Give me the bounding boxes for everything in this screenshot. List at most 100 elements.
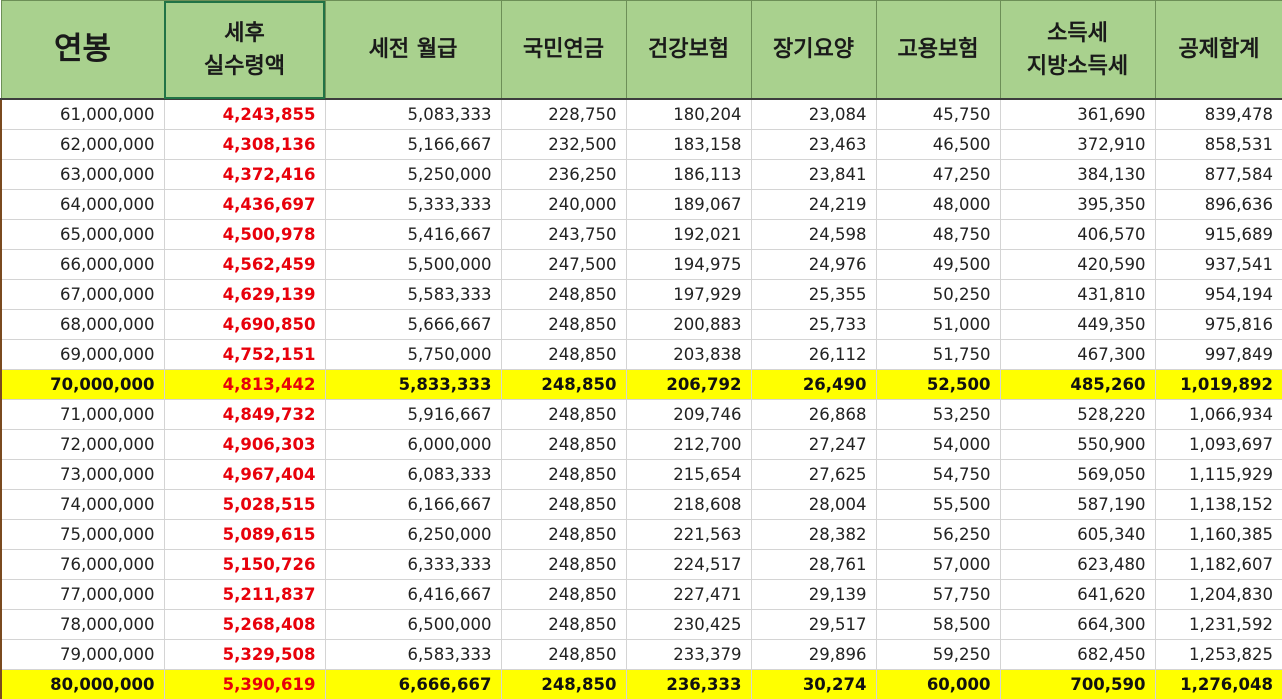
national-pension-cell[interactable]: 248,850 — [500, 519, 627, 550]
long-term-care-cell[interactable]: 28,382 — [750, 519, 877, 550]
total-deductions-cell[interactable]: 975,816 — [1154, 309, 1282, 340]
annual-salary-cell[interactable]: 73,000,000 — [0, 459, 165, 490]
income-tax-cell[interactable]: 395,350 — [999, 189, 1156, 220]
health-insurance-cell[interactable]: 206,792 — [625, 369, 752, 400]
national-pension-cell[interactable]: 248,850 — [500, 429, 627, 460]
total-deductions-cell[interactable]: 858,531 — [1154, 129, 1282, 160]
total-deductions-cell[interactable]: 1,138,152 — [1154, 489, 1282, 520]
monthly-gross-cell[interactable]: 5,833,333 — [324, 369, 502, 400]
employment-insurance-cell[interactable]: 60,000 — [875, 669, 1001, 699]
national-pension-cell[interactable]: 248,850 — [500, 459, 627, 490]
net-take-home-cell[interactable]: 5,268,408 — [163, 609, 326, 640]
national-pension-cell[interactable]: 240,000 — [500, 189, 627, 220]
national-pension-cell[interactable]: 247,500 — [500, 249, 627, 280]
total-deductions-cell[interactable]: 1,093,697 — [1154, 429, 1282, 460]
health-insurance-cell[interactable]: 227,471 — [625, 579, 752, 610]
national-pension-cell[interactable]: 248,850 — [500, 489, 627, 520]
national-pension-cell[interactable]: 236,250 — [500, 159, 627, 190]
monthly-gross-cell[interactable]: 5,333,333 — [324, 189, 502, 220]
annual-salary-cell[interactable]: 71,000,000 — [0, 399, 165, 430]
health-insurance-cell[interactable]: 200,883 — [625, 309, 752, 340]
national-pension-cell[interactable]: 248,850 — [500, 639, 627, 670]
total-deductions-cell[interactable]: 1,204,830 — [1154, 579, 1282, 610]
income-tax-cell[interactable]: 605,340 — [999, 519, 1156, 550]
health-insurance-cell[interactable]: 189,067 — [625, 189, 752, 220]
header-net-take-home[interactable]: 세후 실수령액 — [163, 0, 326, 100]
long-term-care-cell[interactable]: 27,247 — [750, 429, 877, 460]
employment-insurance-cell[interactable]: 51,000 — [875, 309, 1001, 340]
long-term-care-cell[interactable]: 27,625 — [750, 459, 877, 490]
long-term-care-cell[interactable]: 23,463 — [750, 129, 877, 160]
long-term-care-cell[interactable]: 26,112 — [750, 339, 877, 370]
monthly-gross-cell[interactable]: 6,333,333 — [324, 549, 502, 580]
header-long-term-care[interactable]: 장기요양 — [750, 0, 877, 100]
annual-salary-cell[interactable]: 76,000,000 — [0, 549, 165, 580]
health-insurance-cell[interactable]: 221,563 — [625, 519, 752, 550]
header-national-pension[interactable]: 국민연금 — [500, 0, 627, 100]
net-take-home-cell[interactable]: 4,967,404 — [163, 459, 326, 490]
employment-insurance-cell[interactable]: 57,750 — [875, 579, 1001, 610]
monthly-gross-cell[interactable]: 6,666,667 — [324, 669, 502, 699]
long-term-care-cell[interactable]: 28,761 — [750, 549, 877, 580]
long-term-care-cell[interactable]: 25,355 — [750, 279, 877, 310]
net-take-home-cell[interactable]: 5,329,508 — [163, 639, 326, 670]
long-term-care-cell[interactable]: 23,084 — [750, 98, 877, 130]
employment-insurance-cell[interactable]: 58,500 — [875, 609, 1001, 640]
income-tax-cell[interactable]: 587,190 — [999, 489, 1156, 520]
net-take-home-cell[interactable]: 4,308,136 — [163, 129, 326, 160]
income-tax-cell[interactable]: 372,910 — [999, 129, 1156, 160]
monthly-gross-cell[interactable]: 6,500,000 — [324, 609, 502, 640]
total-deductions-cell[interactable]: 1,253,825 — [1154, 639, 1282, 670]
header-income-tax[interactable]: 소득세 지방소득세 — [999, 0, 1156, 100]
employment-insurance-cell[interactable]: 53,250 — [875, 399, 1001, 430]
income-tax-cell[interactable]: 361,690 — [999, 98, 1156, 130]
monthly-gross-cell[interactable]: 5,666,667 — [324, 309, 502, 340]
income-tax-cell[interactable]: 384,130 — [999, 159, 1156, 190]
long-term-care-cell[interactable]: 26,868 — [750, 399, 877, 430]
total-deductions-cell[interactable]: 997,849 — [1154, 339, 1282, 370]
monthly-gross-cell[interactable]: 5,083,333 — [324, 98, 502, 130]
net-take-home-cell[interactable]: 4,813,442 — [163, 369, 326, 400]
net-take-home-cell[interactable]: 4,906,303 — [163, 429, 326, 460]
annual-salary-cell[interactable]: 67,000,000 — [0, 279, 165, 310]
health-insurance-cell[interactable]: 236,333 — [625, 669, 752, 699]
employment-insurance-cell[interactable]: 59,250 — [875, 639, 1001, 670]
health-insurance-cell[interactable]: 180,204 — [625, 98, 752, 130]
annual-salary-cell[interactable]: 77,000,000 — [0, 579, 165, 610]
annual-salary-cell[interactable]: 80,000,000 — [0, 669, 165, 699]
total-deductions-cell[interactable]: 839,478 — [1154, 98, 1282, 130]
employment-insurance-cell[interactable]: 54,750 — [875, 459, 1001, 490]
net-take-home-cell[interactable]: 4,500,978 — [163, 219, 326, 250]
net-take-home-cell[interactable]: 4,243,855 — [163, 98, 326, 130]
national-pension-cell[interactable]: 248,850 — [500, 399, 627, 430]
employment-insurance-cell[interactable]: 56,250 — [875, 519, 1001, 550]
long-term-care-cell[interactable]: 23,841 — [750, 159, 877, 190]
income-tax-cell[interactable]: 569,050 — [999, 459, 1156, 490]
employment-insurance-cell[interactable]: 57,000 — [875, 549, 1001, 580]
income-tax-cell[interactable]: 664,300 — [999, 609, 1156, 640]
long-term-care-cell[interactable]: 25,733 — [750, 309, 877, 340]
long-term-care-cell[interactable]: 29,139 — [750, 579, 877, 610]
monthly-gross-cell[interactable]: 6,000,000 — [324, 429, 502, 460]
total-deductions-cell[interactable]: 1,019,892 — [1154, 369, 1282, 400]
net-take-home-cell[interactable]: 4,752,151 — [163, 339, 326, 370]
header-employment-insurance[interactable]: 고용보험 — [875, 0, 1001, 100]
annual-salary-cell[interactable]: 63,000,000 — [0, 159, 165, 190]
annual-salary-cell[interactable]: 68,000,000 — [0, 309, 165, 340]
annual-salary-cell[interactable]: 65,000,000 — [0, 219, 165, 250]
total-deductions-cell[interactable]: 1,066,934 — [1154, 399, 1282, 430]
health-insurance-cell[interactable]: 194,975 — [625, 249, 752, 280]
net-take-home-cell[interactable]: 4,372,416 — [163, 159, 326, 190]
net-take-home-cell[interactable]: 5,089,615 — [163, 519, 326, 550]
total-deductions-cell[interactable]: 896,636 — [1154, 189, 1282, 220]
total-deductions-cell[interactable]: 954,194 — [1154, 279, 1282, 310]
monthly-gross-cell[interactable]: 5,750,000 — [324, 339, 502, 370]
income-tax-cell[interactable]: 420,590 — [999, 249, 1156, 280]
long-term-care-cell[interactable]: 24,219 — [750, 189, 877, 220]
national-pension-cell[interactable]: 248,850 — [500, 579, 627, 610]
employment-insurance-cell[interactable]: 49,500 — [875, 249, 1001, 280]
annual-salary-cell[interactable]: 70,000,000 — [0, 369, 165, 400]
income-tax-cell[interactable]: 449,350 — [999, 309, 1156, 340]
net-take-home-cell[interactable]: 4,629,139 — [163, 279, 326, 310]
income-tax-cell[interactable]: 528,220 — [999, 399, 1156, 430]
